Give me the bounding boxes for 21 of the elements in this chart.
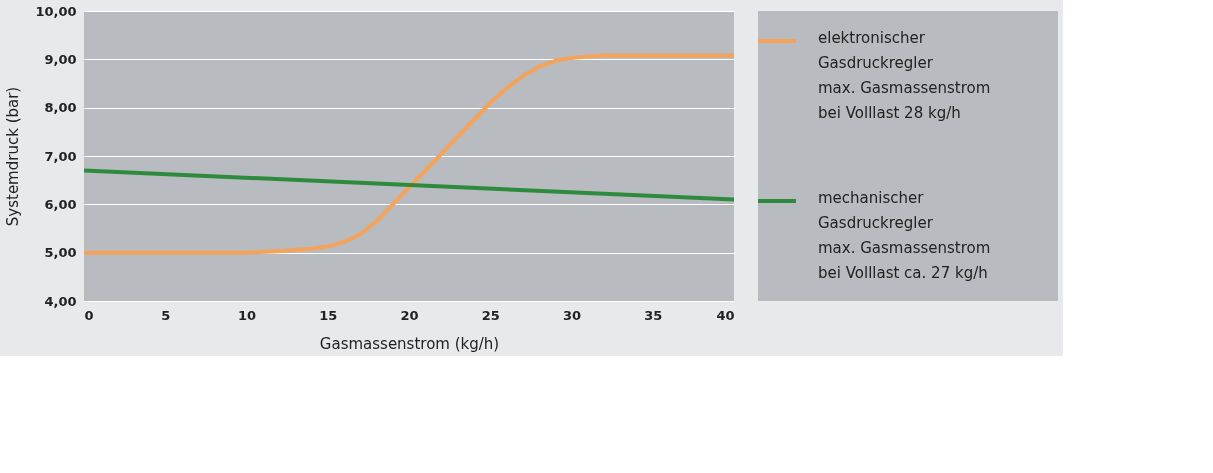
y-tick-label: 9,00 — [44, 51, 77, 67]
legend-label: elektronischer Gasdruckregler max. Gasmassenstrom bei Volllast 28 kg/h — [818, 29, 991, 122]
y-tick-label: 4,00 — [44, 293, 77, 309]
x-tick-label: 10 — [237, 307, 257, 323]
x-tick-label: 5 — [161, 307, 171, 323]
y-tick-label: 5,00 — [44, 245, 77, 261]
y-axis-title: Systemdruck (bar) — [4, 86, 23, 227]
x-tick-label: 30 — [562, 307, 582, 323]
x-tick-label: 0 — [84, 307, 94, 323]
y-tick-label: 8,00 — [44, 100, 77, 116]
line-series — [82, 53, 736, 255]
x-tick-label: 25 — [481, 307, 500, 323]
y-tick-label: 7,00 — [44, 148, 77, 164]
x-tick-label: 15 — [319, 307, 338, 323]
y-tick-label: 10,00 — [35, 3, 77, 19]
x-axis-title: Gasmassenstrom (kg/h) — [319, 334, 500, 353]
legend-label: mechanischer Gasdruckregler max. Gasmassenstrom bei Volllast ca. 27 kg/h — [818, 189, 991, 282]
x-tick-label: 35 — [644, 307, 663, 323]
y-tick-label: 6,00 — [44, 196, 77, 212]
x-tick-label: 20 — [400, 307, 419, 323]
x-tick-label: 40 — [716, 307, 735, 323]
